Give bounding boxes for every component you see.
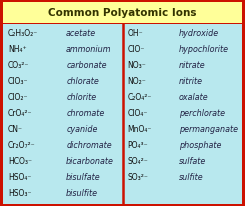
Text: sulfite: sulfite [179,173,204,182]
Text: OH⁻: OH⁻ [127,29,143,39]
Text: ClO₃⁻: ClO₃⁻ [8,77,28,86]
Text: CO₃²⁻: CO₃²⁻ [8,61,29,70]
Text: ClO₄⁻: ClO₄⁻ [127,109,148,118]
Text: bisulfite: bisulfite [66,189,98,198]
Text: cyanide: cyanide [66,125,98,134]
Text: NO₃⁻: NO₃⁻ [127,61,146,70]
Text: sulfate: sulfate [179,157,206,166]
Text: hydroxide: hydroxide [179,29,219,39]
Text: chromate: chromate [66,109,104,118]
Text: ClO⁻: ClO⁻ [127,45,145,54]
Bar [3,2,242,23]
Text: HCO₃⁻: HCO₃⁻ [8,157,32,166]
Text: nitrite: nitrite [179,77,203,86]
Text: C₂O₄²⁻: C₂O₄²⁻ [127,93,152,102]
Text: PO₄³⁻: PO₄³⁻ [127,141,148,150]
Text: HSO₄⁻: HSO₄⁻ [8,173,31,182]
Text: NO₂⁻: NO₂⁻ [127,77,146,86]
Text: oxalate: oxalate [179,93,208,102]
Text: ClO₂⁻: ClO₂⁻ [8,93,28,102]
Text: C₂H₃O₂⁻: C₂H₃O₂⁻ [8,29,38,39]
Text: SO₄²⁻: SO₄²⁻ [127,157,148,166]
Text: Common Polyatomic Ions: Common Polyatomic Ions [48,8,197,18]
Text: CN⁻: CN⁻ [8,125,23,134]
Text: NH₄⁺: NH₄⁺ [8,45,26,54]
Text: perchlorate: perchlorate [179,109,225,118]
Text: chlorite: chlorite [66,93,96,102]
Text: MnO₄⁻: MnO₄⁻ [127,125,152,134]
Text: carbonate: carbonate [66,61,107,70]
Bar [3,24,242,204]
Text: permanganate: permanganate [179,125,238,134]
Text: SO₃²⁻: SO₃²⁻ [127,173,148,182]
Text: chlorate: chlorate [66,77,99,86]
Text: bicarbonate: bicarbonate [66,157,114,166]
Text: nitrate: nitrate [179,61,206,70]
Text: HSO₃⁻: HSO₃⁻ [8,189,31,198]
Text: hypochlorite: hypochlorite [179,45,229,54]
Text: CrO₄²⁻: CrO₄²⁻ [8,109,32,118]
Text: Cr₂O₇²⁻: Cr₂O₇²⁻ [8,141,36,150]
Text: dichromate: dichromate [66,141,112,150]
Text: bisulfate: bisulfate [66,173,101,182]
Text: acetate: acetate [66,29,96,39]
Text: phosphate: phosphate [179,141,221,150]
Text: ammonium: ammonium [66,45,112,54]
